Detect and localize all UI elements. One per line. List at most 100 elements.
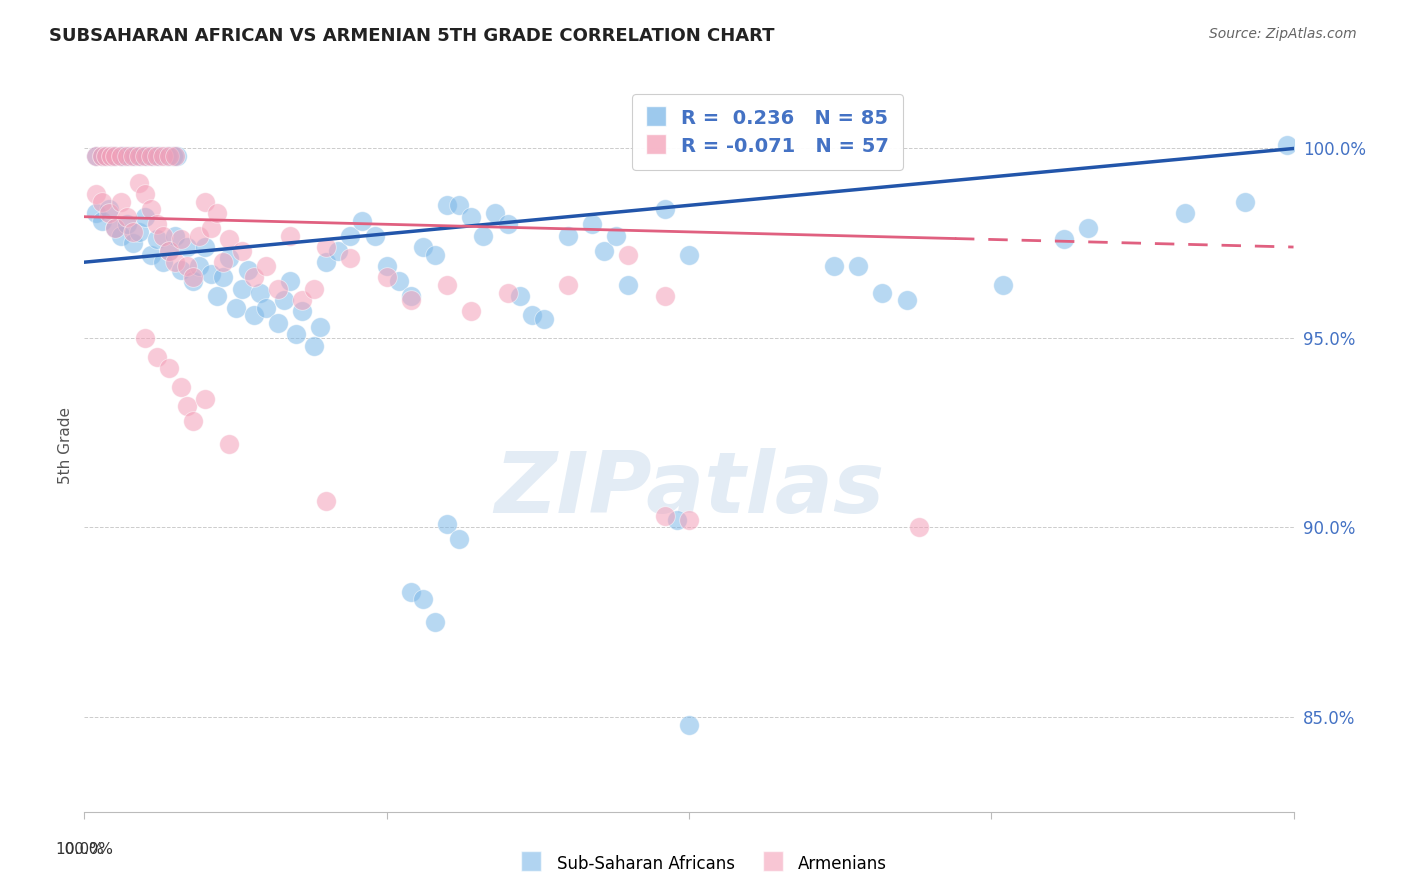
Point xyxy=(231,282,253,296)
Point xyxy=(152,255,174,269)
Point xyxy=(100,149,122,163)
Point xyxy=(207,289,229,303)
Point xyxy=(496,285,519,300)
Point xyxy=(449,198,471,212)
Point xyxy=(363,228,385,243)
Point xyxy=(412,592,434,607)
Text: SUBSAHARAN AFRICAN VS ARMENIAN 5TH GRADE CORRELATION CHART: SUBSAHARAN AFRICAN VS ARMENIAN 5TH GRADE… xyxy=(49,27,775,45)
Point xyxy=(128,149,150,163)
Point xyxy=(267,316,290,330)
Y-axis label: 5th Grade: 5th Grade xyxy=(58,408,73,484)
Point xyxy=(254,301,277,315)
Point xyxy=(212,255,235,269)
Point xyxy=(225,301,247,315)
Point xyxy=(142,149,165,163)
Point xyxy=(115,217,138,231)
Point xyxy=(94,149,117,163)
Point xyxy=(218,232,240,246)
Point xyxy=(449,532,471,546)
Point xyxy=(134,210,156,224)
Point xyxy=(1277,137,1299,152)
Point xyxy=(654,509,676,524)
Point xyxy=(328,244,350,258)
Point xyxy=(460,210,482,224)
Point xyxy=(121,149,143,163)
Point xyxy=(200,221,222,235)
Point xyxy=(907,520,929,534)
Point xyxy=(846,259,869,273)
Point xyxy=(399,585,422,599)
Point xyxy=(291,293,314,307)
Point xyxy=(157,149,180,163)
Point xyxy=(200,267,222,281)
Point xyxy=(157,361,180,376)
Point xyxy=(472,228,495,243)
Point xyxy=(509,289,531,303)
Point xyxy=(194,392,217,406)
Point xyxy=(146,232,169,246)
Point xyxy=(165,149,187,163)
Point xyxy=(212,270,235,285)
Point xyxy=(872,285,894,300)
Point xyxy=(665,513,688,527)
Point xyxy=(139,202,162,216)
Point xyxy=(139,149,162,163)
Text: 0.0%: 0.0% xyxy=(65,842,104,857)
Point xyxy=(302,338,325,352)
Point xyxy=(100,149,122,163)
Point xyxy=(617,277,640,292)
Point xyxy=(581,217,603,231)
Point xyxy=(278,228,301,243)
Point xyxy=(557,277,579,292)
Point xyxy=(231,244,253,258)
Text: ZIPatlas: ZIPatlas xyxy=(494,449,884,532)
Point xyxy=(896,293,918,307)
Point xyxy=(678,247,700,261)
Point xyxy=(617,247,640,261)
Point xyxy=(148,149,170,163)
Point xyxy=(121,225,143,239)
Point xyxy=(181,274,204,288)
Point xyxy=(823,259,845,273)
Point xyxy=(166,149,188,163)
Point xyxy=(236,262,259,277)
Point xyxy=(110,149,132,163)
Point xyxy=(352,213,374,227)
Point xyxy=(110,194,132,209)
Point xyxy=(155,149,177,163)
Point xyxy=(254,259,277,273)
Point xyxy=(104,221,127,235)
Point xyxy=(1053,232,1076,246)
Point xyxy=(120,149,142,163)
Point xyxy=(104,149,127,163)
Point xyxy=(436,277,458,292)
Point xyxy=(157,244,180,258)
Point xyxy=(278,274,301,288)
Point xyxy=(146,217,169,231)
Point xyxy=(110,228,132,243)
Point xyxy=(273,293,295,307)
Text: Source: ZipAtlas.com: Source: ZipAtlas.com xyxy=(1209,27,1357,41)
Point xyxy=(115,149,138,163)
Point xyxy=(115,210,138,224)
Point xyxy=(218,252,240,266)
Point xyxy=(97,202,120,216)
Point xyxy=(557,228,579,243)
Point xyxy=(188,259,211,273)
Point xyxy=(654,202,676,216)
Point xyxy=(104,221,127,235)
Point xyxy=(152,149,174,163)
Point xyxy=(533,312,555,326)
Point xyxy=(375,259,398,273)
Point xyxy=(284,327,308,342)
Point xyxy=(170,232,193,246)
Point xyxy=(207,206,229,220)
Point xyxy=(129,149,152,163)
Text: 100.0%: 100.0% xyxy=(55,842,114,857)
Point xyxy=(412,240,434,254)
Point xyxy=(436,198,458,212)
Point xyxy=(94,149,117,163)
Point xyxy=(339,252,361,266)
Point xyxy=(146,149,169,163)
Point xyxy=(157,244,180,258)
